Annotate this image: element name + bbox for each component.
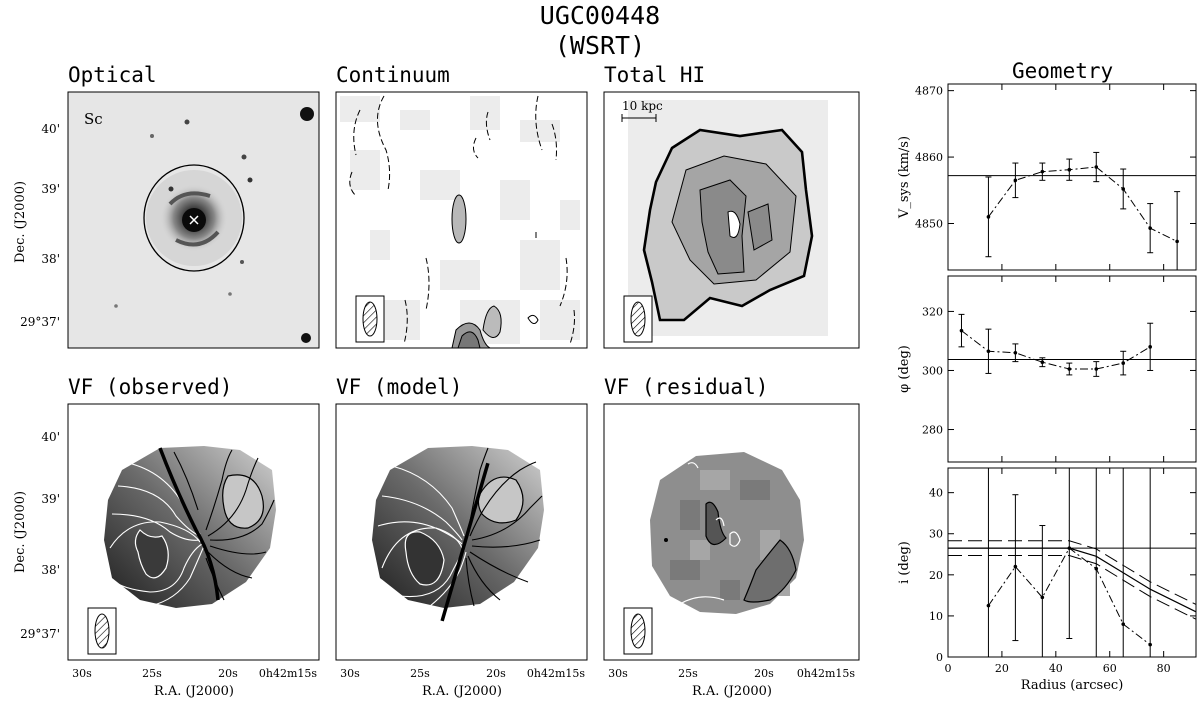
dec-tick-label: 29°37' (20, 627, 60, 641)
ra-tick-label: 30s (340, 667, 360, 680)
vf-observed-panel (67, 403, 320, 661)
model-band (948, 555, 1197, 620)
optical-title: Optical (68, 63, 157, 87)
y-tick-label: 30 (929, 528, 943, 541)
geometry-title: Geometry (1012, 59, 1114, 83)
y-tick-label: 0 (936, 651, 943, 664)
model-curve (948, 547, 1197, 613)
series-line (961, 330, 1151, 370)
ra-tick-label: 0h42m15s (259, 667, 318, 680)
x-tick-label: 80 (1157, 662, 1171, 675)
y-axis-label: V_sys (km/s) (897, 136, 912, 219)
ra-tick-label: 25s (142, 667, 162, 680)
ra-tick-label: 25s (410, 667, 430, 680)
beam-ellipse-icon (623, 295, 653, 343)
beam-ellipse-icon (87, 607, 117, 655)
plot-frame (947, 275, 1197, 463)
dec-tick-label: 38' (41, 252, 60, 266)
geometry-plot-vsys: 4850 4860 4870 V_sys (km/s) (897, 83, 1197, 271)
vf-model-panel (335, 403, 588, 661)
figure-title: UGC00448 (539, 1, 661, 30)
y-tick-label: 280 (922, 424, 943, 437)
scale-bar-label: 10 kpc (622, 99, 663, 113)
geometry-plot-inclination: 0 10 20 30 40 i (deg) 0 20 40 60 80 Radius (arcsec) (897, 467, 1197, 693)
model-band (948, 540, 1197, 605)
y-tick-label: 40 (929, 487, 943, 500)
series-line (988, 547, 1151, 646)
ra-tick-label: 20s (218, 667, 238, 680)
continuum-panel (335, 91, 588, 349)
y-tick-label: 4860 (915, 151, 943, 164)
vf-observed-title: VF (observed) (68, 375, 233, 399)
vf-residual-title: VF (residual) (604, 375, 769, 399)
dec-tick-label: 29°37' (20, 315, 60, 329)
ra-tick-label: 0h42m15s (797, 667, 856, 680)
beam-ellipse-icon (355, 295, 385, 343)
plot-frame (947, 467, 1197, 658)
center-marker-icon (189, 215, 199, 225)
y-tick-label: 10 (929, 610, 943, 623)
ra-tick-label: 25s (678, 667, 698, 680)
continuum-title: Continuum (336, 63, 450, 87)
morph-type-label: Sc (84, 110, 103, 128)
total-hi-title: Total HI (604, 63, 706, 87)
x-tick-label: 20 (995, 662, 1009, 675)
x-tick-label: 40 (1049, 662, 1063, 675)
dec-tick-label: 40' (41, 430, 60, 444)
ra-tick-label: 20s (486, 667, 506, 680)
geometry-plot-pa: 280 300 320 φ (deg) (897, 275, 1197, 463)
dec-tick-label: 39' (41, 492, 60, 506)
dec-tick-label: 40' (41, 122, 60, 136)
ra-axis-label: R.A. (J2000) (154, 684, 234, 699)
ra-tick-label: 20s (754, 667, 774, 680)
x-axis-label: Radius (arcsec) (1021, 678, 1124, 693)
y-tick-label: 320 (922, 305, 943, 318)
data-point (1040, 360, 1045, 365)
dec-axis-label-bottom: Dec. (J2000) (13, 491, 28, 573)
y-tick-label: 4870 (915, 85, 943, 98)
ra-tick-label: 0h42m15s (527, 667, 586, 680)
series-line (988, 166, 1178, 242)
optical-panel: Sc (67, 91, 320, 349)
dec-tick-label: 38' (41, 563, 60, 577)
beam-ellipse-icon (623, 607, 653, 655)
y-tick-label: 4850 (915, 218, 943, 231)
sky-axes: Dec. (J2000) Dec. (J2000) 40' 39' 38' 29… (13, 122, 855, 699)
vf-residual-panel (603, 403, 860, 661)
scale-bar: 10 kpc (621, 99, 663, 122)
y-tick-label: 20 (929, 569, 943, 582)
y-axis-label: i (deg) (897, 541, 912, 584)
y-tick-label: 300 (922, 364, 943, 377)
dec-axis-label-top: Dec. (J2000) (13, 181, 28, 263)
ra-axis-label: R.A. (J2000) (692, 684, 772, 699)
ra-axis-label: R.A. (J2000) (422, 684, 502, 699)
x-tick-label: 60 (1103, 662, 1117, 675)
ra-tick-label: 30s (72, 667, 92, 680)
ra-tick-label: 30s (608, 667, 628, 680)
dec-tick-label: 39' (41, 182, 60, 196)
y-axis-label: φ (deg) (897, 345, 912, 393)
figure-subtitle: (WSRT) (554, 31, 646, 60)
data-point (1040, 169, 1045, 174)
vf-model-title: VF (model) (336, 375, 463, 399)
x-tick-label: 0 (945, 662, 952, 675)
plot-frame (947, 83, 1197, 271)
total-hi-panel: 10 kpc (603, 91, 860, 349)
